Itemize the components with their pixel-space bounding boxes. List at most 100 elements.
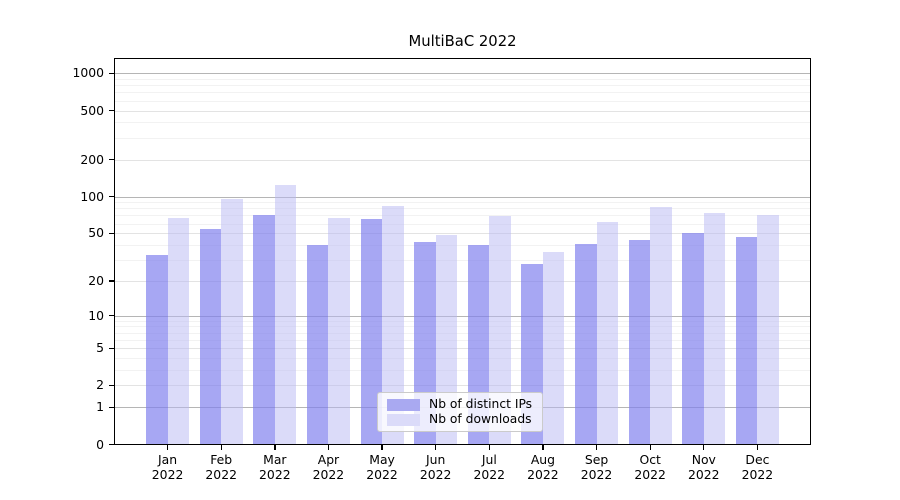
y-tick-label: 1 bbox=[96, 399, 104, 415]
legend-label-downloads: Nb of downloads bbox=[429, 412, 532, 426]
legend-swatch-distinct-ips bbox=[387, 398, 420, 411]
legend-label-distinct-ips: Nb of distinct IPs bbox=[429, 397, 533, 411]
bar-downloads bbox=[274, 184, 297, 445]
gridline bbox=[114, 370, 811, 372]
y-tick-mark bbox=[108, 232, 114, 234]
gridline bbox=[114, 260, 811, 262]
gridline bbox=[114, 315, 811, 317]
bar-distinct-ips bbox=[146, 255, 168, 445]
bar-distinct-ips bbox=[575, 243, 597, 445]
y-tick-label: 50 bbox=[88, 225, 104, 241]
bar-downloads bbox=[382, 206, 404, 445]
gridline bbox=[114, 92, 811, 94]
bar-distinct-ips bbox=[682, 233, 704, 445]
bar-distinct-ips bbox=[253, 215, 275, 445]
x-tick-label: Jun 2022 bbox=[419, 451, 452, 483]
y-tick-label: 1000 bbox=[72, 65, 104, 81]
x-tick-label: Apr 2022 bbox=[312, 451, 345, 483]
y-tick-mark bbox=[108, 406, 114, 408]
gridline bbox=[114, 100, 811, 102]
y-tick-mark bbox=[108, 443, 114, 446]
x-tick-mark bbox=[649, 444, 651, 450]
bar-downloads bbox=[542, 251, 565, 445]
gridline bbox=[114, 73, 811, 75]
x-tick-label: Dec 2022 bbox=[741, 451, 774, 483]
y-tick-mark bbox=[108, 315, 114, 317]
gridline bbox=[114, 348, 811, 350]
bar-distinct-ips bbox=[735, 236, 758, 445]
bar-distinct-ips bbox=[199, 229, 222, 445]
bar-downloads bbox=[489, 216, 511, 445]
gridline bbox=[114, 332, 811, 334]
y-tick-label: 0 bbox=[96, 436, 104, 452]
x-tick-label: Sep 2022 bbox=[580, 451, 613, 483]
y-tick-mark bbox=[108, 72, 114, 75]
x-tick-label: Oct 2022 bbox=[634, 451, 666, 483]
x-tick-label: Jan 2022 bbox=[151, 451, 184, 483]
gridline bbox=[114, 320, 811, 322]
legend-item-distinct-ips: Nb of distinct IPs bbox=[387, 398, 533, 411]
chart-title: MultiBaC 2022 bbox=[408, 33, 517, 50]
x-tick-mark bbox=[381, 444, 383, 450]
x-tick-label: Aug 2022 bbox=[527, 451, 559, 483]
x-tick-mark bbox=[703, 444, 705, 450]
bar-downloads bbox=[167, 217, 190, 445]
bar-downloads bbox=[221, 199, 243, 445]
legend-item-downloads: Nb of downloads bbox=[387, 413, 533, 426]
gridline bbox=[114, 137, 811, 139]
bar-downloads bbox=[757, 215, 779, 445]
gridline bbox=[114, 202, 811, 204]
gridline bbox=[114, 159, 811, 161]
gridline bbox=[114, 122, 811, 124]
x-tick-label: Mar 2022 bbox=[259, 451, 291, 483]
y-tick-label: 20 bbox=[88, 272, 104, 288]
y-tick-mark bbox=[108, 384, 114, 387]
gridline bbox=[114, 339, 811, 341]
gridline bbox=[114, 196, 811, 198]
y-tick-label: 100 bbox=[80, 188, 104, 204]
bar-distinct-ips bbox=[360, 219, 383, 445]
gridline bbox=[114, 110, 811, 112]
x-tick-mark bbox=[595, 444, 598, 450]
y-tick-label: 200 bbox=[80, 151, 104, 167]
bar-downloads bbox=[703, 212, 726, 445]
x-tick-label: Jul 2022 bbox=[473, 451, 506, 483]
y-tick-mark bbox=[108, 158, 114, 161]
gridline bbox=[114, 244, 811, 246]
x-tick-mark bbox=[542, 444, 544, 450]
x-tick-mark bbox=[435, 444, 437, 450]
x-tick-label: May 2022 bbox=[366, 451, 398, 483]
y-tick-mark bbox=[108, 109, 114, 112]
legend: Nb of distinct IPs Nb of downloads bbox=[377, 392, 543, 432]
y-tick-label: 500 bbox=[80, 102, 104, 118]
gridline bbox=[114, 233, 811, 235]
y-tick-mark bbox=[108, 195, 114, 198]
gridline bbox=[114, 326, 811, 328]
gridline bbox=[114, 223, 811, 225]
x-tick-mark bbox=[220, 444, 222, 450]
x-tick-mark bbox=[166, 444, 169, 450]
gridline bbox=[114, 280, 811, 282]
bar-distinct-ips bbox=[628, 239, 651, 445]
y-tick-label: 10 bbox=[88, 307, 104, 323]
x-tick-mark bbox=[756, 444, 759, 450]
y-tick-mark bbox=[108, 280, 114, 282]
x-tick-mark bbox=[327, 444, 330, 450]
y-tick-mark bbox=[108, 347, 114, 349]
x-tick-mark bbox=[488, 444, 490, 450]
legend-swatch-downloads bbox=[387, 413, 420, 426]
x-tick-label: Nov 2022 bbox=[688, 451, 720, 483]
y-tick-label: 5 bbox=[96, 340, 104, 356]
gridline bbox=[114, 358, 811, 360]
bar-distinct-ips bbox=[307, 244, 329, 445]
x-tick-label: Feb 2022 bbox=[205, 451, 237, 483]
gridline bbox=[114, 79, 811, 80]
gridline bbox=[114, 85, 811, 87]
bar-downloads bbox=[596, 221, 618, 445]
y-tick-label: 2 bbox=[96, 377, 104, 393]
bar-downloads bbox=[328, 217, 350, 445]
x-tick-mark bbox=[274, 444, 276, 450]
bar-downloads bbox=[650, 207, 672, 445]
gridline bbox=[114, 215, 811, 217]
